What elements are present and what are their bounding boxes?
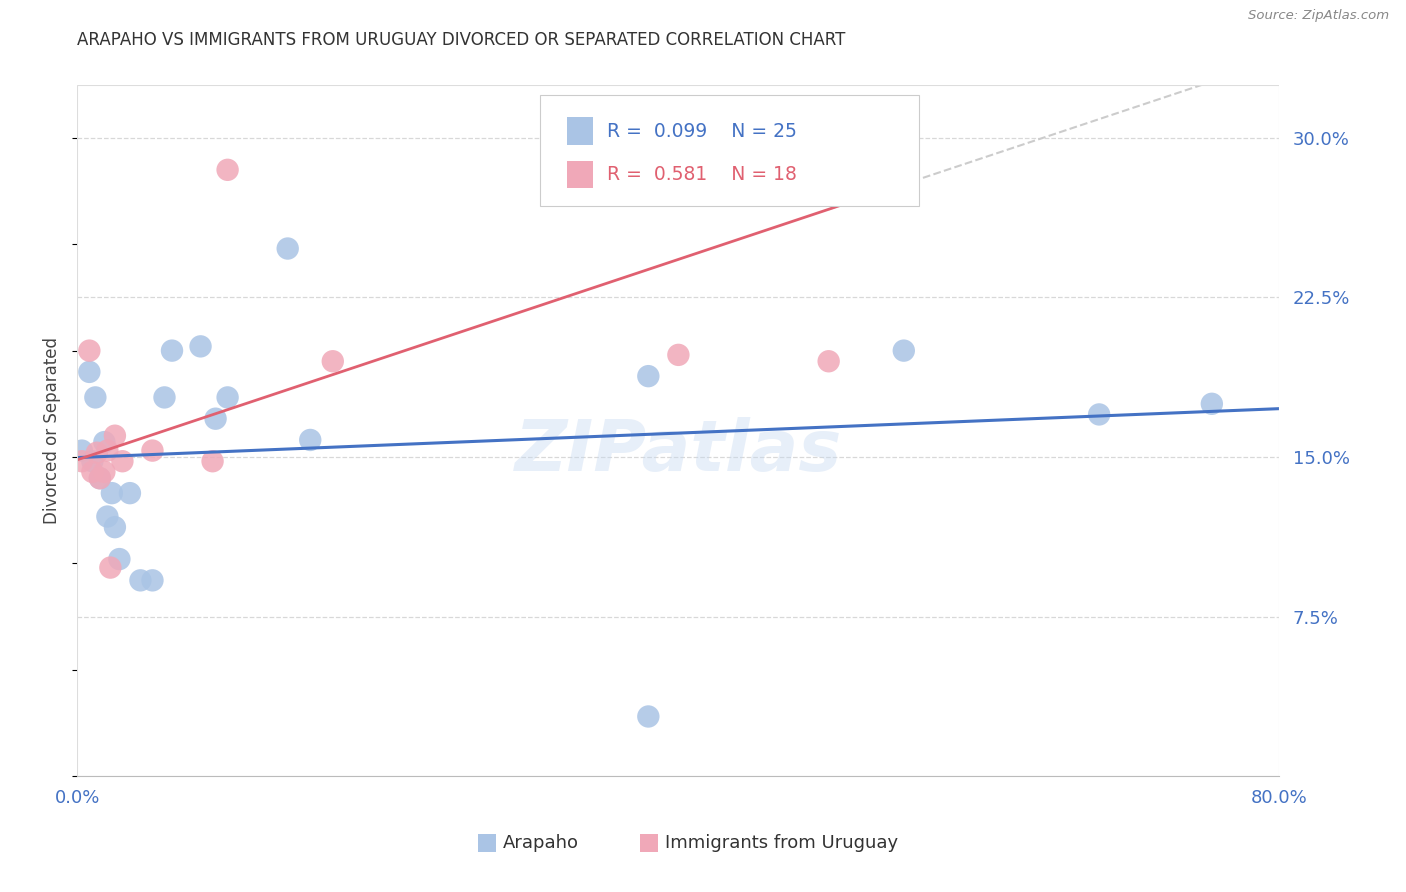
Point	[217, 162, 239, 177]
Point	[84, 391, 107, 405]
Text: R =  0.581    N = 18: R = 0.581 N = 18	[607, 165, 797, 184]
Point	[129, 574, 152, 588]
Point	[89, 471, 111, 485]
Point	[1088, 408, 1111, 422]
Point	[1201, 35, 1223, 49]
Text: Source: ZipAtlas.com: Source: ZipAtlas.com	[1249, 9, 1389, 22]
FancyBboxPatch shape	[567, 161, 593, 188]
Point	[111, 454, 134, 468]
FancyBboxPatch shape	[567, 117, 593, 145]
Point	[93, 435, 115, 450]
Point	[118, 486, 141, 500]
Point	[153, 391, 176, 405]
Point	[79, 343, 101, 358]
FancyBboxPatch shape	[540, 95, 920, 206]
Point	[101, 486, 124, 500]
Point	[100, 560, 122, 574]
Point	[86, 446, 108, 460]
Point	[893, 343, 915, 358]
Point	[79, 365, 101, 379]
Point	[93, 465, 115, 479]
Text: Immigrants from Uruguay: Immigrants from Uruguay	[665, 834, 898, 852]
Point	[217, 391, 239, 405]
Point	[141, 574, 163, 588]
Text: R =  0.099    N = 25: R = 0.099 N = 25	[607, 121, 797, 141]
Point	[96, 509, 118, 524]
Text: Arapaho: Arapaho	[503, 834, 579, 852]
Point	[108, 552, 131, 566]
Point	[104, 428, 127, 442]
Point	[82, 465, 104, 479]
Point	[96, 443, 118, 458]
Point	[299, 433, 322, 447]
Point	[141, 443, 163, 458]
Point	[82, 454, 104, 468]
Text: ZIPatlas: ZIPatlas	[515, 417, 842, 485]
Point	[201, 454, 224, 468]
Point	[89, 471, 111, 485]
Point	[160, 343, 183, 358]
Point	[104, 520, 127, 534]
Point	[637, 369, 659, 384]
Text: ARAPAHO VS IMMIGRANTS FROM URUGUAY DIVORCED OR SEPARATED CORRELATION CHART: ARAPAHO VS IMMIGRANTS FROM URUGUAY DIVOR…	[77, 31, 845, 49]
Point	[1028, 29, 1050, 43]
Point	[190, 339, 212, 353]
Y-axis label: Divorced or Separated: Divorced or Separated	[44, 337, 62, 524]
Point	[70, 443, 93, 458]
Point	[1201, 397, 1223, 411]
Point	[277, 242, 299, 256]
Point	[204, 411, 226, 425]
Point	[637, 709, 659, 723]
Point	[668, 348, 690, 362]
Point	[322, 354, 344, 368]
Point	[817, 354, 839, 368]
Point	[70, 454, 93, 468]
